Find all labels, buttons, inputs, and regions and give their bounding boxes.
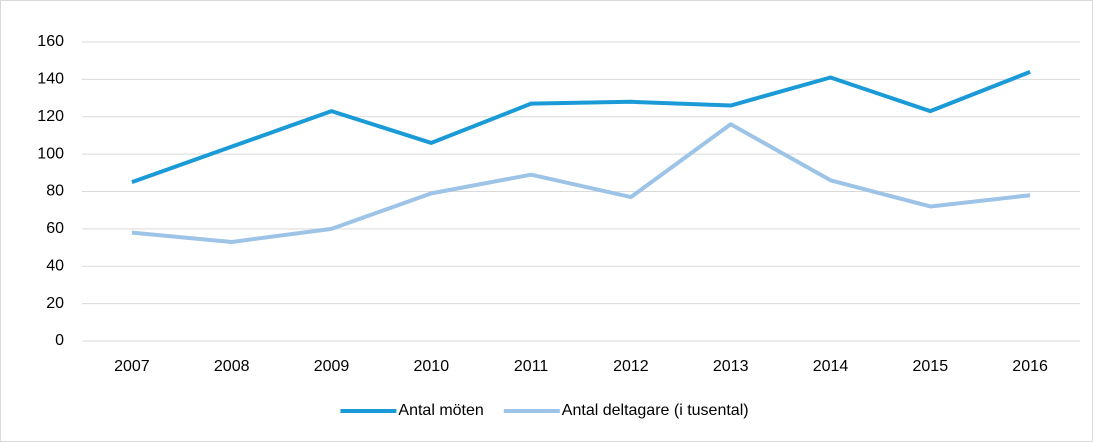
legend-label: Antal möten bbox=[398, 402, 483, 419]
y-tick-label: 140 bbox=[37, 71, 64, 88]
x-tick-label: 2012 bbox=[613, 358, 649, 375]
y-tick-label: 160 bbox=[37, 33, 64, 50]
y-tick-label: 100 bbox=[37, 145, 64, 162]
x-tick-label: 2009 bbox=[314, 358, 350, 375]
y-tick-label: 120 bbox=[37, 108, 64, 125]
y-tick-label: 60 bbox=[46, 220, 64, 237]
y-tick-label: 0 bbox=[55, 332, 64, 349]
legend-label: Antal deltagare (i tusental) bbox=[562, 402, 749, 419]
y-tick-label: 20 bbox=[46, 295, 64, 312]
x-tick-label: 2008 bbox=[214, 358, 250, 375]
x-tick-label: 2011 bbox=[514, 358, 549, 375]
x-tick-label: 2016 bbox=[1012, 358, 1048, 375]
y-tick-label: 80 bbox=[46, 183, 64, 200]
x-tick-label: 2007 bbox=[114, 358, 150, 375]
x-tick-label: 2014 bbox=[813, 358, 849, 375]
x-tick-label: 2013 bbox=[713, 358, 749, 375]
series-line bbox=[131, 122, 1031, 244]
y-tick-label: 40 bbox=[46, 257, 64, 274]
x-tick-label: 2015 bbox=[913, 358, 949, 375]
x-tick-label: 2010 bbox=[414, 358, 450, 375]
series-line bbox=[131, 70, 1031, 185]
